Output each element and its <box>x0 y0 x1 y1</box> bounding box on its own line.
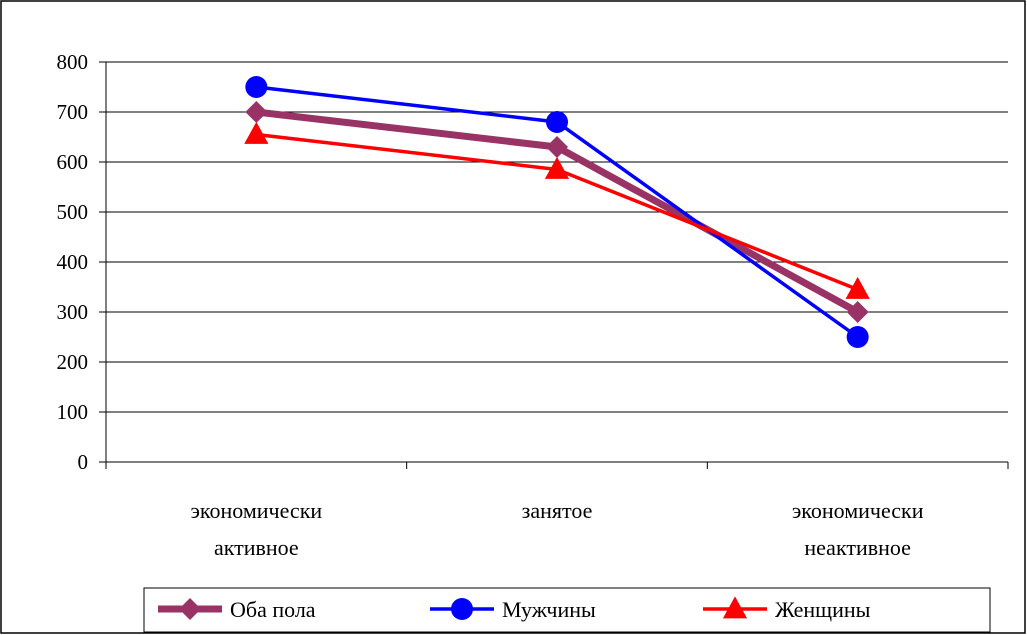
x-category-label: экономически <box>792 498 924 523</box>
data-point-circle <box>245 76 268 98</box>
y-tick-label: 600 <box>57 150 89 174</box>
series-group <box>244 76 870 348</box>
series-circle <box>245 76 869 348</box>
legend-entry: Мужчины <box>430 597 596 622</box>
data-point-triangle <box>722 596 748 619</box>
y-tick-labels: 0 100 200 300 400 500 600 700 800 <box>57 50 89 474</box>
y-tick-label: 0 <box>78 450 89 474</box>
y-tick-label: 300 <box>57 300 89 324</box>
data-point-triangle <box>544 156 570 179</box>
data-point-diamond <box>846 301 869 323</box>
legend-label: Мужчины <box>502 597 596 622</box>
x-category-label: занятое <box>522 498 593 523</box>
data-point-triangle <box>845 276 870 299</box>
x-category-label: неактивное <box>804 535 911 560</box>
legend-entry: Женщины <box>703 596 871 622</box>
y-tick-label: 500 <box>57 200 89 224</box>
x-category-label: активное <box>214 535 299 560</box>
x-category-labels: экономически активное занятое экономически н… <box>190 498 923 560</box>
legend-label: Оба пола <box>230 597 316 622</box>
data-point-circle <box>846 326 869 348</box>
x-category-label: экономически <box>190 498 322 523</box>
series-triangle <box>244 121 870 299</box>
y-tick-label: 700 <box>57 100 89 124</box>
data-point-triangle <box>244 121 269 144</box>
y-tick-label: 800 <box>57 50 89 74</box>
data-point-circle <box>451 598 473 620</box>
data-point-circle <box>546 111 568 133</box>
legend-label: Женщины <box>775 597 871 622</box>
y-tick-label: 400 <box>57 250 89 274</box>
series-diamond <box>245 101 869 323</box>
legend-box <box>143 587 991 633</box>
y-tick-label: 200 <box>57 350 89 374</box>
data-point-diamond <box>245 101 268 123</box>
data-point-diamond <box>179 598 201 620</box>
y-tick-label: 100 <box>57 400 89 424</box>
axes <box>99 61 1009 469</box>
legend-entry: Оба пола <box>158 597 316 622</box>
legend: Оба пола Мужчины Женщины <box>143 587 991 633</box>
data-point-diamond <box>546 136 568 158</box>
